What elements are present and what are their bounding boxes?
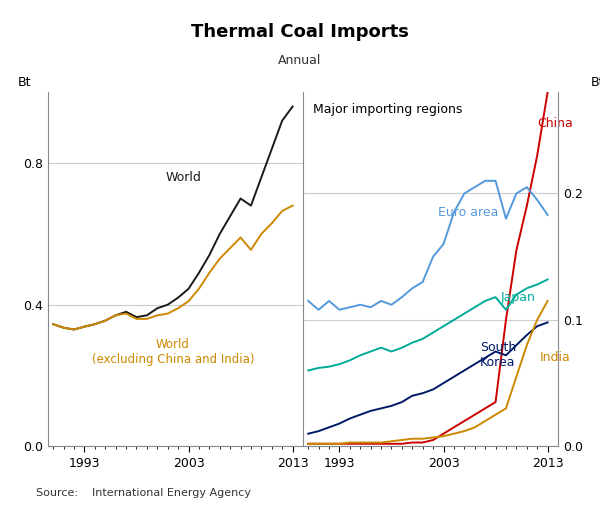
Text: India: India — [539, 351, 570, 364]
Text: Bt: Bt — [17, 76, 31, 89]
Text: World
(excluding China and India): World (excluding China and India) — [92, 339, 254, 366]
Text: Euro area: Euro area — [439, 206, 499, 219]
Text: Major importing regions: Major importing regions — [313, 103, 463, 116]
Text: China: China — [537, 117, 573, 130]
Text: Source:    International Energy Agency: Source: International Energy Agency — [36, 488, 251, 498]
Text: Thermal Coal Imports: Thermal Coal Imports — [191, 23, 409, 41]
Text: South
Korea: South Korea — [480, 341, 516, 369]
Text: Japan: Japan — [501, 291, 536, 304]
Text: World: World — [166, 171, 201, 184]
Text: Bt: Bt — [590, 76, 600, 89]
Text: Annual: Annual — [278, 54, 322, 67]
